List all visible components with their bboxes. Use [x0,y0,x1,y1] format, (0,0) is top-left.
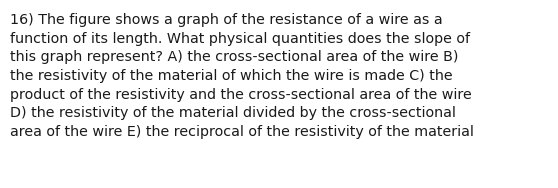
Text: 16) The figure shows a graph of the resistance of a wire as a
function of its le: 16) The figure shows a graph of the resi… [10,13,474,139]
